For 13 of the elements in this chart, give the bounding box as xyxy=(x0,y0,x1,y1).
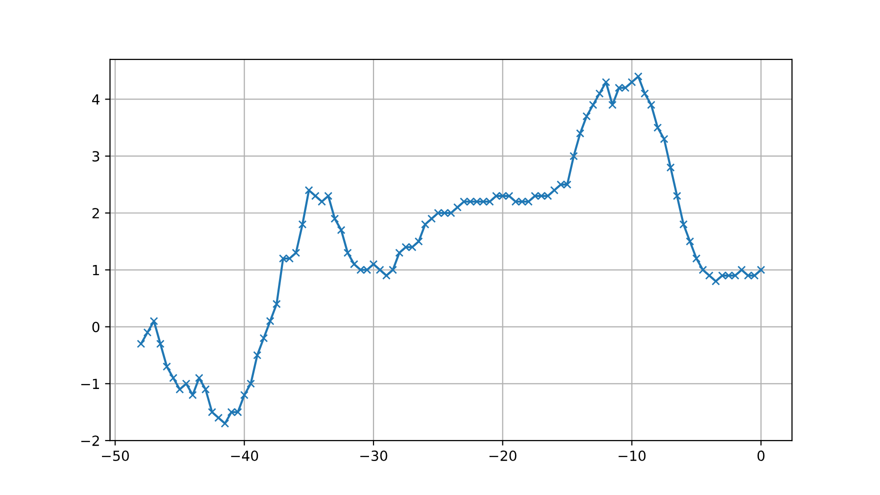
x-tick-label: −40 xyxy=(231,450,258,462)
x-tick-label: −10 xyxy=(618,450,646,462)
x-tick-label: 0 xyxy=(757,450,764,462)
y-tick-label: 3 xyxy=(92,151,100,162)
x-tick-label: −20 xyxy=(489,450,516,462)
y-tick-label: 1 xyxy=(92,265,99,276)
x-tick-label: −50 xyxy=(102,450,129,462)
y-tick-label: 4 xyxy=(92,94,100,104)
y-tick-label: 0 xyxy=(92,322,100,332)
x-tick-label: −30 xyxy=(360,450,388,462)
y-tick-label: −2 xyxy=(81,436,99,446)
y-tick-label: 2 xyxy=(92,208,99,218)
y-tick-label: −1 xyxy=(81,378,99,389)
